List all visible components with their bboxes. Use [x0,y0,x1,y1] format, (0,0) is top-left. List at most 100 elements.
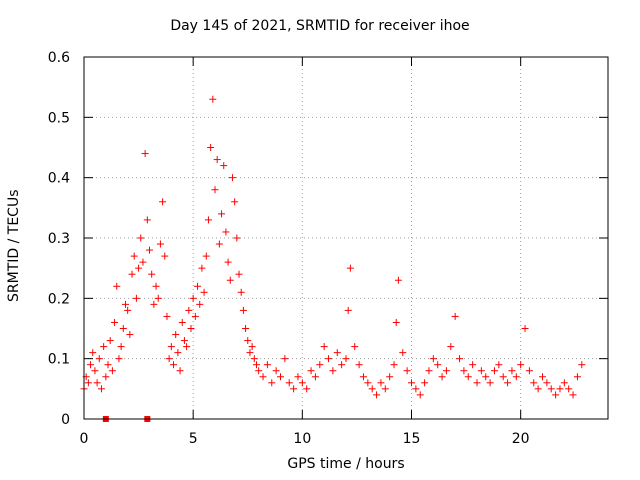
data-point [373,391,381,399]
data-point [259,373,267,381]
chart-title: Day 145 of 2021, SRMTID for receiver iho… [170,18,470,34]
data-point [346,264,354,272]
data-point [530,379,538,387]
data-point [209,95,217,103]
data-point [508,367,516,375]
data-point [204,216,212,224]
data-point [434,361,442,369]
data-point [272,367,280,375]
x-tick-label: 15 [403,431,421,447]
data-point [521,325,529,332]
data-point [132,294,140,302]
data-point [534,385,542,393]
data-point [237,288,245,296]
data-point [139,258,147,266]
data-point [460,367,468,375]
data-point [135,264,143,272]
data-point [115,355,123,363]
x-axis-label: GPS time / hours [287,456,405,472]
data-point [368,385,376,393]
data-point [429,355,437,363]
data-point [220,162,228,170]
data-point [408,379,415,387]
data-point [250,355,258,363]
data-point [421,379,429,387]
data-point [233,234,241,242]
data-point [399,349,407,357]
data-point [552,391,560,399]
data-point [303,385,311,393]
data-point [377,379,385,387]
data-point [329,367,337,375]
data-point [325,355,333,363]
data-point [119,325,127,332]
data-point [298,379,306,387]
data-point [320,343,328,351]
data-point [222,228,230,236]
data-point [573,373,581,381]
data-point [121,300,129,308]
data-point [316,361,324,369]
data-point [482,373,490,381]
data-point [91,367,99,375]
data-point [180,337,188,345]
data-point [364,379,372,387]
y-tick-label: 0 [61,412,70,428]
x-tick-label: 0 [80,431,89,447]
data-point [525,367,533,375]
data-point [228,174,236,182]
data-point [185,306,193,314]
data-point [191,312,199,320]
data-point [161,252,169,260]
data-point [342,355,350,363]
data-point [464,373,472,381]
data-point [438,373,446,381]
data-point [235,270,243,278]
data-point [102,373,110,381]
data-point [113,282,121,290]
data-point [499,373,507,381]
data-point [189,294,197,302]
data-point [285,379,293,387]
data-point [277,373,284,381]
data-point [412,385,420,393]
data-point [226,276,234,284]
data-point [355,361,363,369]
data-point [146,246,153,254]
data-point [547,385,555,393]
data-point [215,240,223,248]
data-point [490,367,498,375]
x-tick-label: 20 [512,431,530,447]
data-point [338,361,346,369]
y-tick-label: 0.5 [48,110,70,126]
data-point [126,331,134,339]
data-point [93,379,101,387]
data-point [495,361,503,369]
data-point [156,240,164,248]
data-point [246,349,254,357]
data-point [403,367,411,375]
data-point [163,312,171,320]
data-point [224,258,232,266]
data-point [231,198,239,206]
data-point [504,379,512,387]
data-point [117,343,125,351]
data-point [111,318,119,326]
data-point [148,270,156,278]
data-point [130,252,138,260]
data-point [425,367,433,375]
data-point [268,379,276,387]
data-point [281,355,289,363]
x-tick-label: 10 [293,431,311,447]
points-layer [80,95,586,422]
y-tick-label: 0.4 [48,171,70,187]
data-point [255,367,263,375]
data-point [569,391,577,399]
data-point [100,343,108,351]
data-point [442,367,450,375]
data-point [143,216,151,224]
data-point [141,150,149,158]
axes-layer: 0 0.1 0.2 0.3 0.4 0.5 0.6 0 5 10 15 20 [48,50,609,447]
data-point [556,385,564,393]
